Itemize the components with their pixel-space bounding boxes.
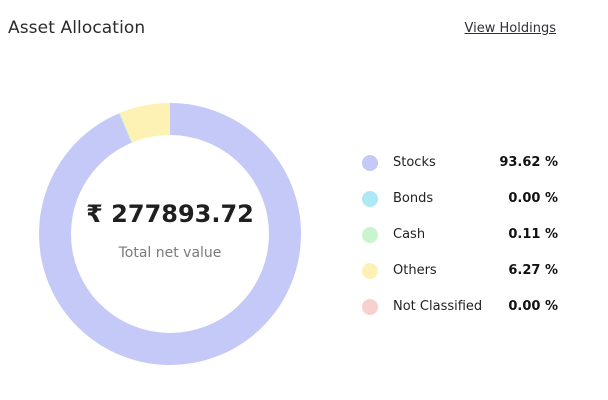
view-holdings-link[interactable]: View Holdings (464, 21, 556, 36)
legend-item-stocks: Stocks 93.62 % (362, 150, 562, 186)
donut-segment-stocks[interactable] (39, 103, 301, 365)
legend-percent: 0.00 % (508, 191, 558, 206)
legend-percent: 93.62 % (499, 155, 558, 170)
legend-label: Not Classified (393, 299, 483, 314)
total-net-value-caption: Total net value (118, 245, 222, 261)
legend-item-cash: Cash 0.11 % (362, 222, 562, 258)
bonds-color-dot (362, 191, 378, 207)
legend-item-others: Others 6.27 % (362, 258, 562, 294)
not-classified-color-dot (362, 299, 378, 315)
legend-label: Stocks (393, 155, 436, 170)
legend-item-not-classified: Not Classified 0.00 % (362, 294, 562, 330)
allocation-donut-chart (38, 102, 302, 366)
legend-label: Cash (393, 227, 426, 242)
donut-segment-others[interactable] (39, 103, 301, 365)
total-net-value: ₹ 277893.72 (86, 200, 254, 228)
legend-percent: 0.00 % (508, 299, 558, 314)
legend-percent: 0.11 % (508, 227, 558, 242)
allocation-legend: Stocks 93.62 % Bonds 0.00 % Cash 0.11 % … (362, 150, 562, 330)
legend-label: Others (393, 263, 437, 278)
stocks-color-dot (362, 155, 378, 171)
legend-item-bonds: Bonds 0.00 % (362, 186, 562, 222)
legend-percent: 6.27 % (508, 263, 558, 278)
donut-svg (39, 103, 301, 365)
others-color-dot (362, 263, 378, 279)
card-title: Asset Allocation (8, 18, 146, 38)
cash-color-dot (362, 227, 378, 243)
legend-label: Bonds (393, 191, 434, 206)
